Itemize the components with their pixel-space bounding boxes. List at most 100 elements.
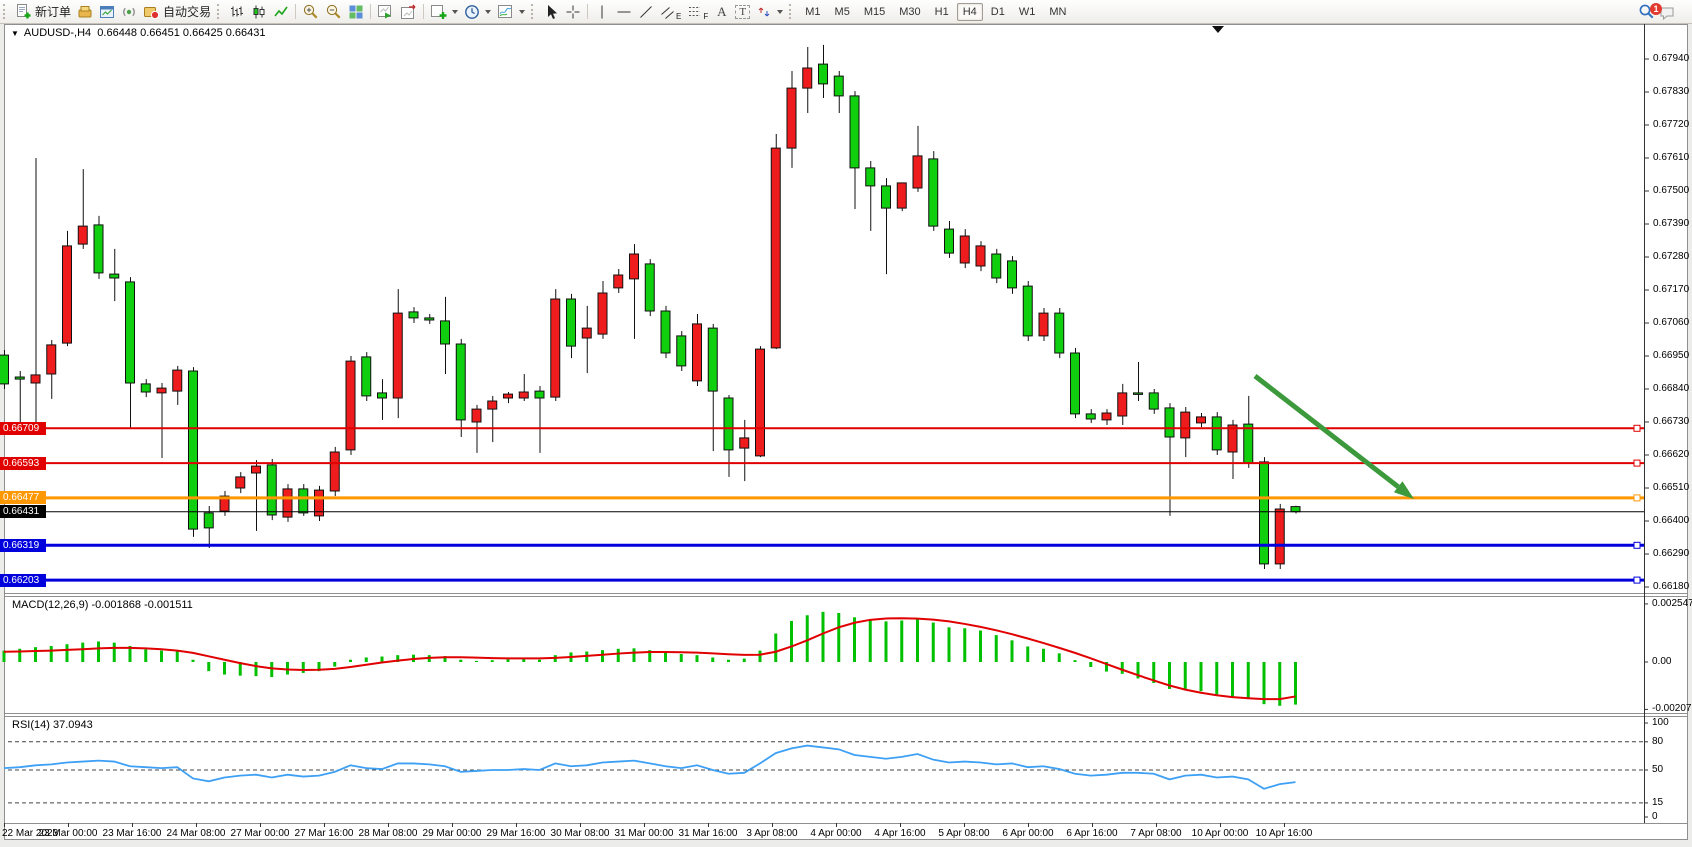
auto-scroll-icon — [378, 4, 392, 18]
separator — [587, 4, 589, 19]
new-order-icon — [17, 3, 31, 18]
candlestick-series — [0, 44, 1301, 569]
fibonacci-icon — [689, 6, 701, 16]
clock-icon — [465, 4, 479, 19]
line-handle[interactable] — [7, 576, 15, 584]
tf-button-D1[interactable]: D1 — [985, 3, 1011, 21]
chevron-down-icon — [777, 9, 784, 14]
tf-button-M1[interactable]: M1 — [799, 3, 826, 21]
zoom-out-icon — [326, 4, 341, 19]
line-chart-button[interactable] — [270, 2, 292, 22]
chevron-down-icon — [452, 9, 459, 14]
market-watch-icon — [78, 5, 92, 17]
toolbar: 新订单 自动交易 — [0, 0, 1692, 24]
line-chart-icon — [274, 6, 288, 16]
sound-button[interactable] — [118, 2, 140, 22]
search-icon — [1639, 4, 1654, 19]
zoom-in-icon — [303, 4, 318, 19]
tf-button-MN[interactable]: MN — [1043, 3, 1072, 21]
candlestick-chart-icon — [253, 5, 265, 18]
data-window-button[interactable] — [96, 2, 118, 22]
channel-icon — [661, 6, 674, 19]
text-button[interactable]: A — [711, 2, 732, 22]
bar-chart-icon — [231, 6, 244, 16]
indicators-icon — [431, 4, 447, 19]
channel-button[interactable]: E — [657, 2, 684, 22]
tile-windows-button[interactable] — [345, 2, 367, 22]
tf-button-M30[interactable]: M30 — [893, 3, 926, 21]
line-handle[interactable] — [7, 459, 15, 467]
search-button[interactable] — [1635, 2, 1658, 22]
chart-shift-button[interactable] — [397, 2, 420, 22]
fibonacci-button[interactable]: F — [684, 2, 711, 22]
auto-trading-button[interactable]: 自动交易 — [140, 2, 214, 22]
cursor-button[interactable] — [540, 2, 562, 22]
line-handle[interactable] — [1633, 494, 1641, 502]
crosshair-button[interactable] — [562, 2, 584, 22]
group-gripper — [531, 4, 536, 19]
line-handle[interactable] — [1633, 459, 1641, 467]
tf-button-H1[interactable]: H1 — [929, 3, 955, 21]
chevron-down-icon — [519, 9, 526, 14]
auto-trading-label: 自动交易 — [163, 5, 212, 19]
zoom-in-button[interactable] — [299, 2, 322, 22]
rsi-line — [3, 744, 1296, 790]
bar-chart-button[interactable] — [226, 2, 248, 22]
cursor-icon — [548, 4, 558, 19]
vertical-line-button[interactable] — [591, 2, 613, 22]
market-watch-button[interactable] — [74, 2, 96, 22]
horizontal-line-icon — [617, 11, 631, 12]
text-label-button[interactable]: T — [732, 2, 753, 22]
line-handle[interactable] — [7, 424, 15, 432]
trendline-button[interactable] — [635, 2, 657, 22]
separator — [295, 4, 297, 19]
macd-signal-line — [3, 617, 1296, 701]
trend-arrow[interactable] — [1253, 374, 1400, 489]
auto-scroll-button[interactable] — [374, 2, 397, 22]
group-gripper — [217, 4, 222, 19]
horizontal-line-button[interactable] — [613, 2, 635, 22]
templates-button[interactable] — [494, 2, 528, 22]
tf-button-W1[interactable]: W1 — [1013, 3, 1042, 21]
line-handle[interactable] — [7, 541, 15, 549]
trendline-icon — [640, 5, 652, 18]
fibonacci-glyph: F — [703, 11, 709, 21]
arrows-button[interactable] — [753, 2, 786, 22]
notifications-button[interactable]: 1 — [1650, 2, 1678, 21]
arrows-icon — [758, 7, 770, 16]
new-order-button[interactable]: 新订单 — [12, 2, 74, 22]
toolbar-gripper — [3, 4, 8, 19]
chat-bubble-icon — [1660, 7, 1674, 20]
group-gripper — [789, 4, 794, 19]
vertical-line-icon — [601, 5, 603, 18]
periods-button[interactable] — [461, 2, 494, 22]
line-handle[interactable] — [1633, 424, 1641, 432]
tile-windows-icon — [349, 5, 363, 18]
line-handle[interactable] — [1633, 541, 1641, 549]
separator — [423, 4, 425, 19]
text-icon: A — [717, 3, 727, 19]
chart-shift-icon — [401, 3, 416, 19]
chevron-down-icon — [485, 9, 492, 14]
tf-button-M15[interactable]: M15 — [858, 3, 891, 21]
timeframe-group: M1 M5 M15 M30 H1 H4 D1 W1 MN — [798, 2, 1073, 21]
channel-glyph: E — [676, 11, 682, 21]
zoom-out-button[interactable] — [322, 2, 345, 22]
candlestick-chart-button[interactable] — [248, 2, 270, 22]
line-handle[interactable] — [7, 494, 15, 502]
line-handle[interactable] — [1633, 576, 1641, 584]
indicators-button[interactable] — [427, 2, 461, 22]
shift-end-marker — [1212, 26, 1224, 33]
separator — [370, 4, 372, 19]
macd-histogram — [2, 611, 1297, 706]
text-label-icon: T — [735, 4, 751, 19]
trend-arrow-head[interactable] — [1393, 481, 1414, 499]
sound-icon — [123, 7, 135, 16]
data-window-icon — [100, 5, 115, 18]
tf-button-M5[interactable]: M5 — [829, 3, 856, 21]
crosshair-icon — [566, 5, 580, 18]
auto-trading-icon — [144, 6, 160, 19]
templates-icon — [498, 4, 513, 18]
tf-button-H4[interactable]: H4 — [956, 2, 983, 21]
